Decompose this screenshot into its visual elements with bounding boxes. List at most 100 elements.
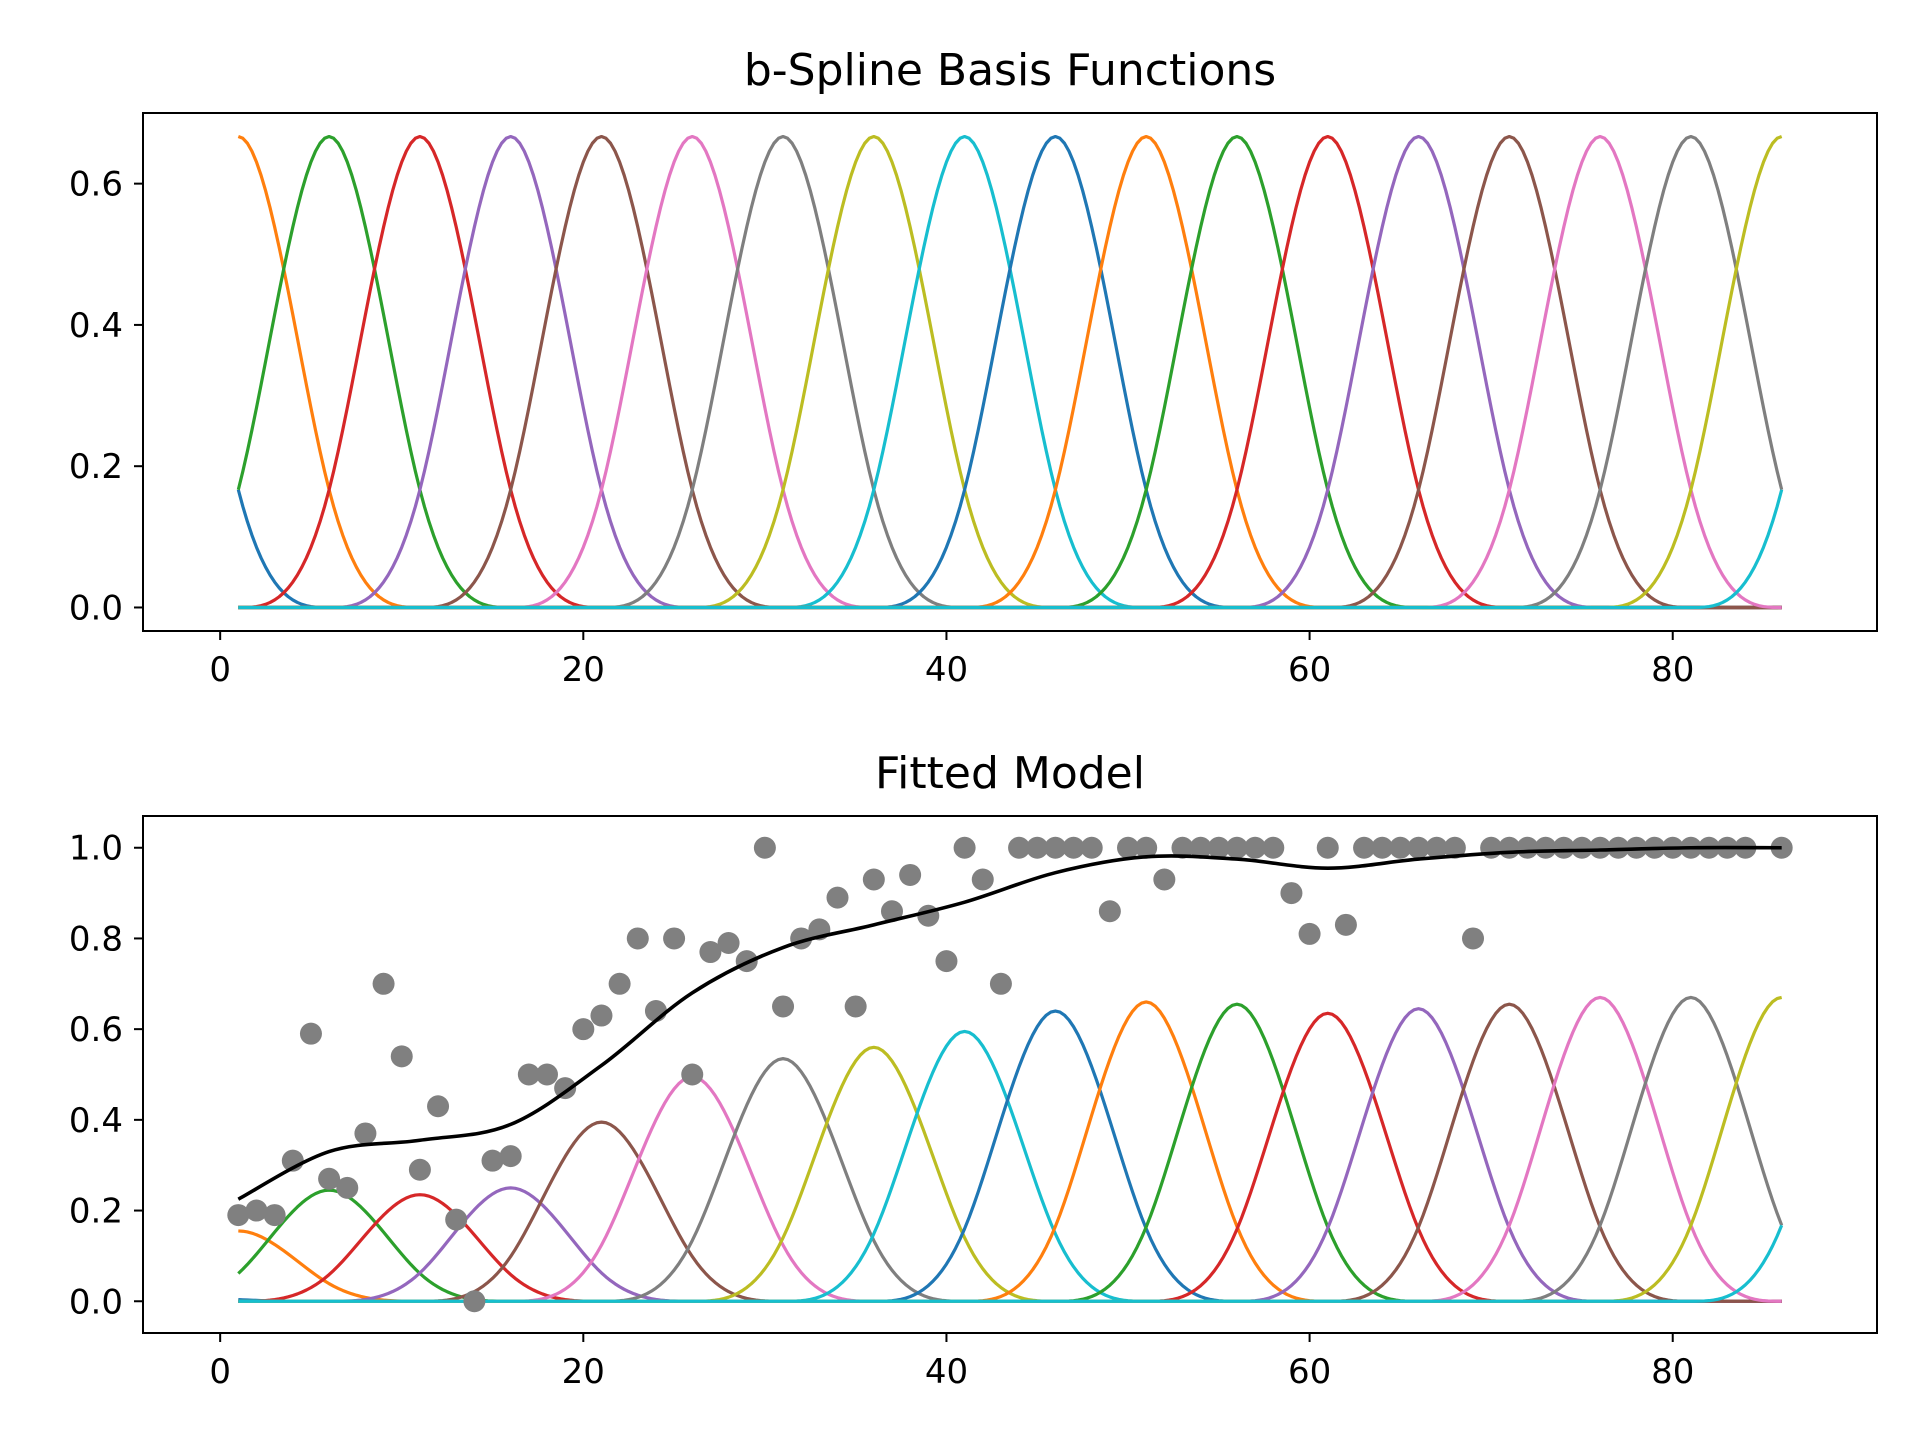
- x-tick-label: 40: [925, 1352, 968, 1392]
- data-point: [1171, 836, 1194, 859]
- data-point: [699, 941, 722, 964]
- x-tick-label: 20: [562, 1352, 605, 1392]
- y-tick-label: 0.6: [69, 1010, 123, 1050]
- data-point: [572, 1018, 595, 1041]
- data-point: [1008, 836, 1031, 859]
- data-point: [1044, 836, 1067, 859]
- data-point: [1534, 836, 1557, 859]
- data-point: [717, 931, 740, 954]
- x-tick-label: 40: [925, 650, 968, 690]
- data-point: [427, 1095, 450, 1118]
- data-point: [1135, 836, 1158, 859]
- data-point: [1353, 836, 1376, 859]
- data-point: [1570, 836, 1593, 859]
- data-point: [1244, 836, 1267, 859]
- data-point: [935, 950, 958, 973]
- data-point: [1298, 922, 1321, 945]
- data-point: [1334, 913, 1357, 936]
- plot-area: [227, 836, 1793, 1313]
- data-point: [626, 927, 649, 950]
- data-point: [481, 1149, 504, 1172]
- data-point: [663, 927, 686, 950]
- data-point: [535, 1063, 558, 1086]
- data-point: [245, 1199, 268, 1222]
- basis-curve-20: [238, 489, 1784, 610]
- data-point: [1098, 900, 1121, 923]
- data-point: [862, 868, 885, 891]
- data-point: [1189, 836, 1212, 859]
- data-point: [1062, 836, 1085, 859]
- data-point: [554, 1077, 577, 1100]
- data-point: [1153, 868, 1176, 891]
- data-point: [1080, 836, 1103, 859]
- data-point: [1207, 836, 1230, 859]
- data-point: [1425, 836, 1448, 859]
- x-tick-label: 0: [209, 1352, 231, 1392]
- data-point: [753, 836, 776, 859]
- basis-curve-20: [238, 1224, 1784, 1303]
- data-point: [880, 900, 903, 923]
- data-point: [463, 1290, 486, 1313]
- data-point: [227, 1204, 250, 1227]
- data-point: [608, 972, 631, 995]
- plot-area: [236, 134, 1784, 610]
- data-point: [590, 1004, 613, 1027]
- data-point: [1589, 836, 1612, 859]
- y-tick-label: 0.0: [69, 588, 123, 628]
- y-tick-label: 0.8: [69, 919, 123, 959]
- x-tick-label: 20: [562, 650, 605, 690]
- data-point: [390, 1045, 413, 1068]
- data-point: [318, 1167, 341, 1190]
- fitted-model-panel: 0 20 40 60 80 0.0 0.2 0.4 0.6 0.8 1.0 Fitted Model: [69, 748, 1878, 1392]
- fitted-line: [237, 845, 1782, 1201]
- data-point: [299, 1022, 322, 1045]
- x-tick-label: 0: [209, 650, 231, 690]
- data-point: [971, 868, 994, 891]
- data-point: [844, 995, 867, 1018]
- data-point: [1407, 836, 1430, 859]
- data-point: [1371, 836, 1394, 859]
- data-point: [989, 972, 1012, 995]
- y-tick-label: 0.6: [69, 165, 123, 205]
- data-point: [772, 995, 795, 1018]
- x-tick-label: 60: [1288, 1352, 1331, 1392]
- data-point: [1262, 836, 1285, 859]
- data-point: [517, 1063, 540, 1086]
- y-tick-label: 1.0: [69, 829, 123, 869]
- data-point: [681, 1063, 704, 1086]
- y-tick-label: 0.0: [69, 1282, 123, 1322]
- data-point: [1552, 836, 1575, 859]
- axes-frame: [142, 112, 1878, 632]
- x-tick-label: 80: [1651, 1352, 1694, 1392]
- data-point: [336, 1176, 359, 1199]
- data-point: [1026, 836, 1049, 859]
- chart-title: b-Spline Basis Functions: [744, 45, 1276, 96]
- x-tick-label: 60: [1288, 650, 1331, 690]
- basis-functions-panel: 0 20 40 60 80 0.0 0.2 0.4 0.6 b-Spline Basis Func…: [69, 45, 1878, 690]
- data-point: [826, 886, 849, 909]
- data-point: [499, 1145, 522, 1168]
- data-point: [1117, 836, 1140, 859]
- chart-title: Fitted Model: [875, 748, 1145, 799]
- data-point: [1389, 836, 1412, 859]
- data-point: [1225, 836, 1248, 859]
- data-point: [1443, 836, 1466, 859]
- data-point: [372, 972, 395, 995]
- data-point: [354, 1122, 377, 1145]
- data-point: [1280, 882, 1303, 905]
- data-point: [263, 1204, 286, 1227]
- y-tick-label: 0.2: [69, 1192, 123, 1232]
- data-point: [953, 836, 976, 859]
- data-point: [445, 1208, 468, 1231]
- y-tick-label: 0.4: [69, 306, 123, 346]
- axes-frame: [142, 815, 1878, 1334]
- data-point: [899, 863, 922, 886]
- x-tick-label: 80: [1651, 650, 1694, 690]
- data-point: [1316, 836, 1339, 859]
- data-point: [408, 1158, 431, 1181]
- y-tick-label: 0.2: [69, 447, 123, 487]
- y-tick-label: 0.4: [69, 1101, 123, 1141]
- data-point: [1462, 927, 1485, 950]
